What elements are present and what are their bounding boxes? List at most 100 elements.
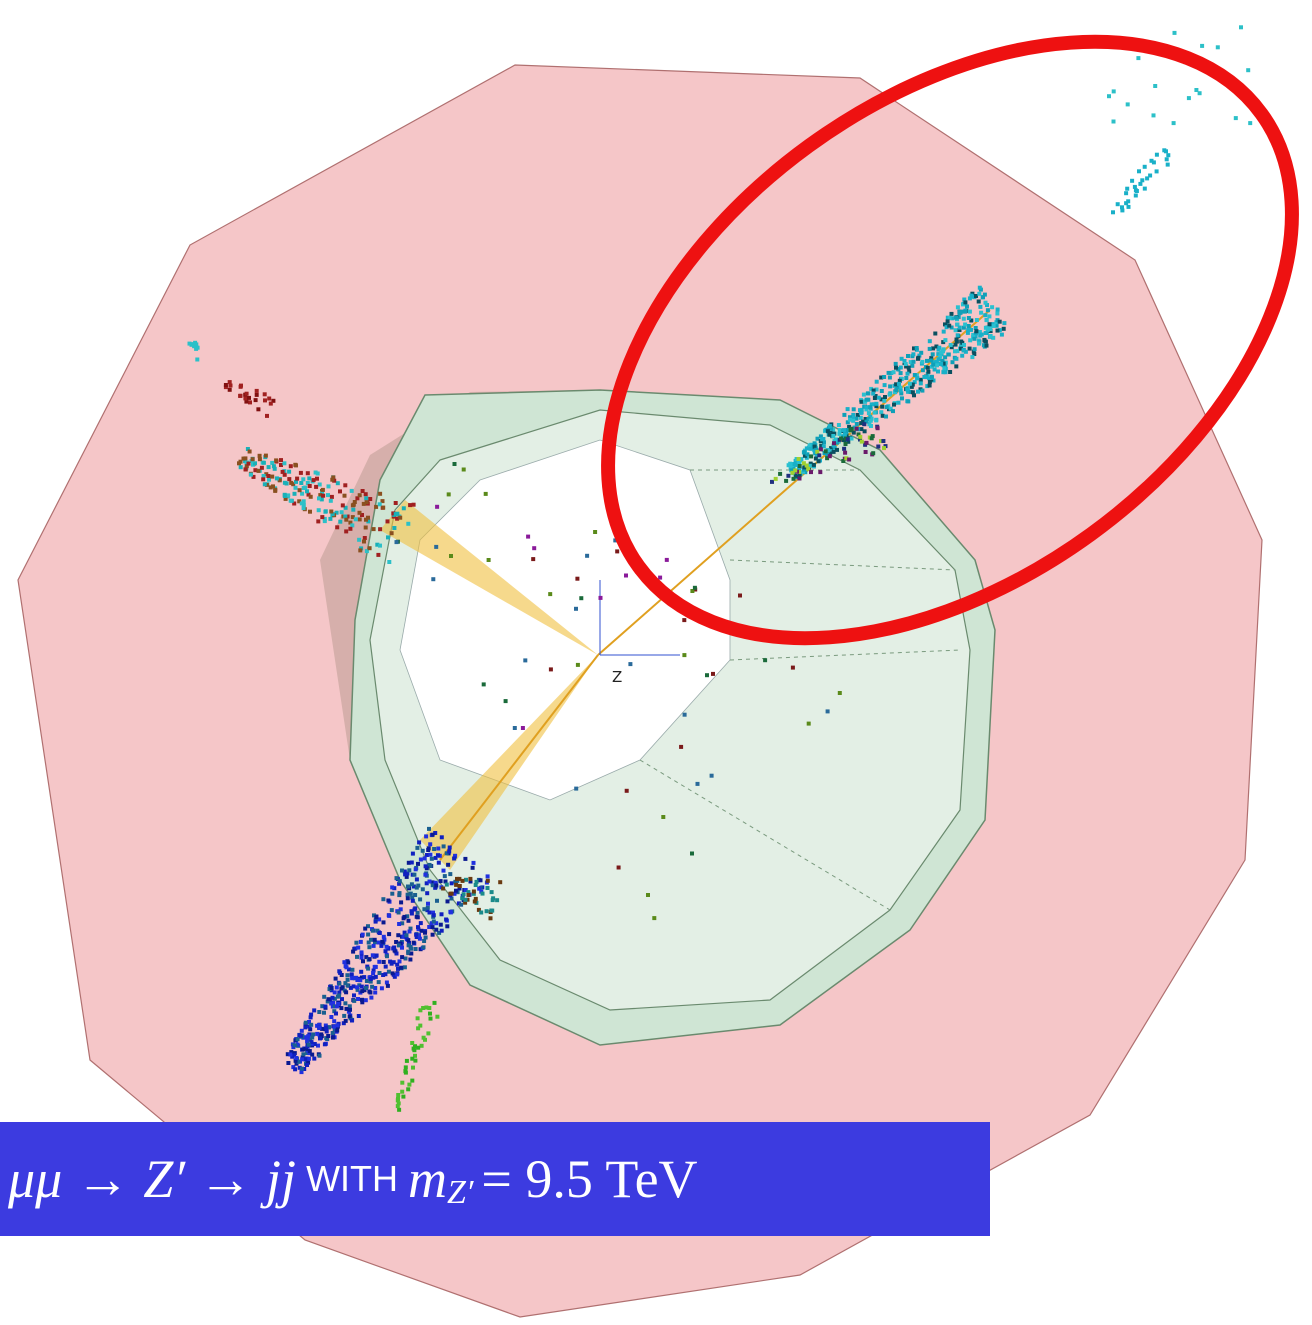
hit <box>967 316 971 320</box>
hit <box>358 548 362 552</box>
hit <box>442 844 446 848</box>
hit <box>446 863 450 867</box>
hit <box>531 557 535 561</box>
hit <box>406 1087 410 1091</box>
hit <box>1126 199 1130 203</box>
hit <box>410 1079 414 1083</box>
hit <box>279 458 283 462</box>
hit <box>705 673 709 677</box>
hit <box>458 884 462 888</box>
hit <box>434 884 438 888</box>
hit <box>301 477 305 481</box>
hit <box>390 908 394 912</box>
hit <box>391 947 395 951</box>
hit <box>899 371 903 375</box>
hit <box>852 407 856 411</box>
hit <box>408 958 412 962</box>
hit <box>357 1014 361 1018</box>
hit <box>434 545 438 549</box>
hit <box>329 1015 333 1019</box>
hit <box>343 1001 347 1005</box>
hit <box>283 493 287 497</box>
hit <box>996 329 1000 333</box>
hit <box>335 1029 339 1033</box>
hit <box>339 987 343 991</box>
hit <box>526 535 530 539</box>
hit <box>977 292 981 296</box>
mass-subscript: Z′ <box>447 1174 473 1212</box>
hit <box>786 474 790 478</box>
hit <box>345 1007 349 1011</box>
hit <box>334 1012 338 1016</box>
hit <box>808 447 812 451</box>
hit <box>984 301 988 305</box>
hit <box>897 401 901 405</box>
hit <box>269 402 273 406</box>
hit <box>693 586 697 590</box>
hit <box>1173 31 1177 35</box>
hit <box>364 998 368 1002</box>
hit <box>398 516 402 520</box>
hit <box>372 527 376 531</box>
hit <box>937 346 941 350</box>
hit <box>873 411 877 415</box>
hit <box>948 316 952 320</box>
hit <box>224 383 228 387</box>
hit <box>440 912 444 916</box>
hit <box>439 879 443 883</box>
hit <box>337 969 341 973</box>
hit <box>344 1019 348 1023</box>
hit <box>461 879 465 883</box>
hit <box>395 876 399 880</box>
hit <box>931 352 935 356</box>
hit <box>244 467 248 471</box>
hit <box>239 394 243 398</box>
hit <box>404 1071 408 1075</box>
hit <box>855 422 859 426</box>
hit <box>247 396 251 400</box>
hit <box>384 949 388 953</box>
hit <box>987 314 991 318</box>
hit <box>416 1016 420 1020</box>
hit <box>1165 157 1169 161</box>
hit <box>1246 68 1250 72</box>
hit <box>390 962 394 966</box>
hit <box>239 385 243 389</box>
hit <box>1134 194 1138 198</box>
hit <box>263 392 267 396</box>
hit <box>679 745 683 749</box>
hit <box>371 929 375 933</box>
hit <box>424 834 428 838</box>
hit <box>798 477 802 481</box>
hit <box>335 1004 339 1008</box>
hit <box>908 382 912 386</box>
hit <box>395 540 399 544</box>
hit <box>906 399 910 403</box>
hit <box>427 846 431 850</box>
hit <box>248 400 252 404</box>
hit <box>447 492 451 496</box>
axis-label: Z <box>612 668 622 686</box>
hit <box>1127 205 1131 209</box>
hit <box>270 475 274 479</box>
hit <box>434 928 438 932</box>
hit <box>1143 165 1147 169</box>
hit <box>432 913 436 917</box>
hit <box>309 1013 313 1017</box>
hit <box>323 1042 327 1046</box>
hit <box>1107 94 1111 98</box>
hit <box>912 393 916 397</box>
hit <box>920 389 924 393</box>
hit <box>974 329 978 333</box>
hit <box>793 462 797 466</box>
hit <box>468 877 472 881</box>
hit <box>423 856 427 860</box>
hit <box>929 359 933 363</box>
hit <box>953 349 957 353</box>
hit <box>421 849 425 853</box>
hit <box>364 986 368 990</box>
hit <box>828 454 832 458</box>
hit <box>374 975 378 979</box>
hit <box>368 497 372 501</box>
hit <box>289 464 293 468</box>
